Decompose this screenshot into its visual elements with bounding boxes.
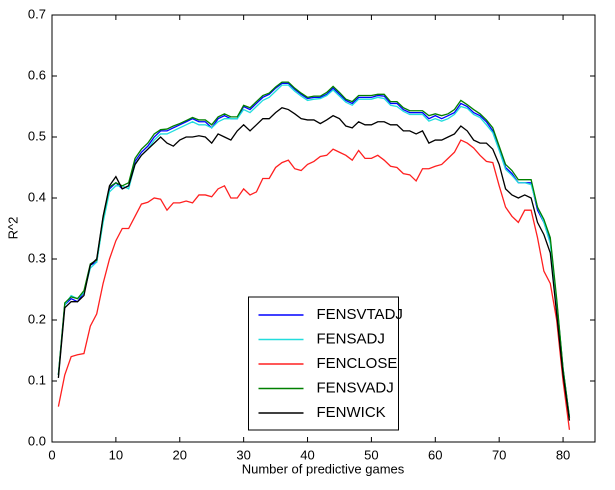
series-line xyxy=(57,107,571,421)
series-line xyxy=(57,139,571,430)
x-tick-label: 60 xyxy=(428,447,442,462)
legend-label: FENSVTADJ xyxy=(317,306,403,323)
x-tick-label: 0 xyxy=(48,447,55,462)
y-tick-label: 0.3 xyxy=(28,250,46,265)
series-line xyxy=(57,81,571,418)
y-tick-label: 0.4 xyxy=(28,189,46,204)
legend-label: FENSADJ xyxy=(317,330,385,347)
legend-label: FENSVADJ xyxy=(317,379,394,396)
y-tick-label: 0.2 xyxy=(28,311,46,326)
legend-label: FENWICK xyxy=(317,404,386,421)
x-tick-label: 20 xyxy=(173,447,187,462)
y-axis-label: R^2 xyxy=(5,217,20,240)
y-tick-label: 0.1 xyxy=(28,372,46,387)
x-tick-label: 70 xyxy=(492,447,506,462)
x-tick-label: 40 xyxy=(300,447,314,462)
x-tick-label: 10 xyxy=(109,447,123,462)
x-axis-label: Number of predictive games xyxy=(242,461,405,476)
plot-frame xyxy=(51,14,596,443)
y-tick-label: 0.0 xyxy=(28,433,46,448)
y-tick-label: 0.5 xyxy=(28,128,46,143)
x-tick-label: 30 xyxy=(236,447,250,462)
legend-label: FENCLOSE xyxy=(317,355,398,372)
y-tick-label: 0.6 xyxy=(28,67,46,82)
series-line xyxy=(57,82,571,418)
x-tick-label: 50 xyxy=(364,447,378,462)
y-tick-label: 0.7 xyxy=(28,6,46,21)
x-tick-label: 80 xyxy=(556,447,570,462)
